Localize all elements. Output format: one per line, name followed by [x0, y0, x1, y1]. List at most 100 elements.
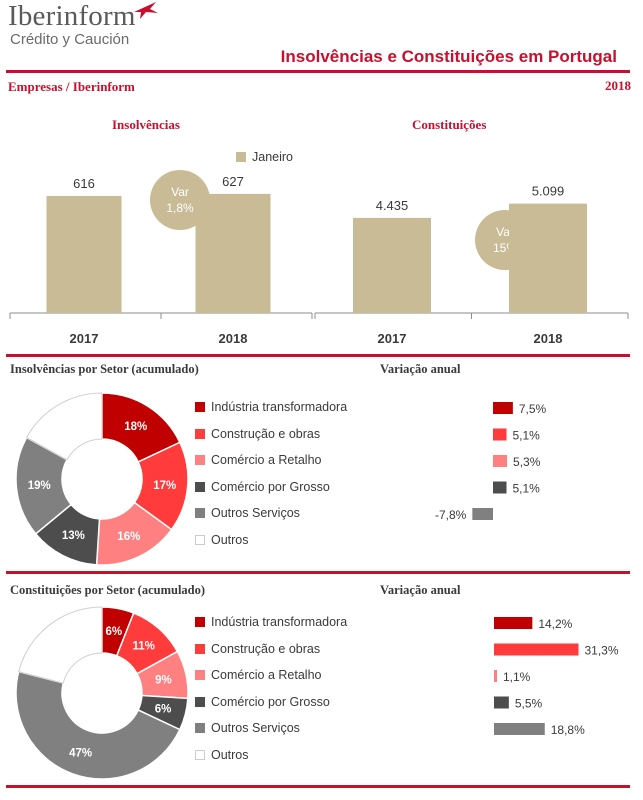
variation-label: 5,5%	[515, 697, 543, 711]
pie-title-constituicoes: Constituições por Setor (acumulado)	[10, 583, 206, 597]
pie-slice	[18, 606, 103, 684]
brand-tagline: Crédito y Caución	[10, 31, 130, 48]
legend-item: Outros Serviços	[195, 506, 300, 520]
pie-slice-label: 9%	[155, 674, 172, 686]
legend-item: Outros Serviços	[195, 721, 300, 735]
pie-slice	[25, 392, 103, 461]
x-tick-label: 2018	[534, 331, 563, 346]
variation-bubble-label: Var	[171, 185, 189, 199]
bar	[46, 195, 122, 313]
legend-swatch	[195, 402, 205, 412]
bar-value-label: 4.435	[376, 198, 409, 213]
legend-swatch	[195, 534, 205, 545]
source-label: Empresas / Iberinform	[8, 79, 135, 94]
legend-label: Indústria transformadora	[211, 400, 348, 414]
legend-label: Comércio por Grosso	[211, 479, 330, 494]
legend-item: Construção e obras	[195, 642, 320, 656]
section-divider-1	[6, 354, 630, 357]
legend-item: Indústria transformadora	[195, 400, 347, 414]
legend-swatch	[195, 455, 205, 465]
legend-item: Outros	[195, 533, 249, 547]
pie-slice-label: 13%	[62, 530, 85, 542]
legend-swatch	[195, 696, 205, 707]
legend-label: Indústria transformadora	[211, 615, 348, 629]
chart-title-insolvencias: Insolvências	[112, 117, 180, 132]
legend-swatch	[195, 508, 205, 518]
legend-item: Construção e obras	[195, 427, 320, 441]
legend-label: Comércio por Grosso	[211, 694, 330, 709]
variation-bar	[493, 455, 508, 467]
section-divider-2	[6, 571, 630, 574]
x-tick-label: 2018	[219, 331, 248, 346]
bar	[509, 203, 587, 313]
variation-bar	[493, 402, 513, 414]
legend-swatch	[195, 481, 205, 492]
top-divider	[6, 70, 630, 73]
legend-item: Comércio por Grosso	[195, 695, 330, 709]
legend-label: Outros Serviços	[211, 721, 300, 735]
pie-slice-label: 47%	[69, 747, 92, 759]
brand-name: Iberinform	[8, 0, 136, 32]
variation-label: 7,5%	[519, 402, 547, 416]
variation-label: -7,8%	[435, 508, 467, 522]
legend-label: Construção e obras	[211, 426, 321, 441]
legend-item: Comércio por Grosso	[195, 480, 330, 494]
x-tick-label: 2017	[70, 331, 99, 346]
variation-bubble-value: 1,8%	[166, 201, 194, 215]
pie-slice-label: 11%	[132, 641, 154, 653]
variation-bar	[494, 670, 497, 682]
variation-bar	[493, 428, 507, 441]
legend-swatch	[195, 723, 205, 733]
pie-title-insolvencias: Insolvências por Setor (acumulado)	[10, 362, 199, 376]
page-title: Insolvências e Constituições em Portugal	[280, 47, 617, 66]
logo-plane-icon	[134, 2, 158, 19]
bar	[195, 193, 271, 313]
year-label: 2018	[605, 78, 631, 93]
bar	[353, 217, 431, 313]
bar-value-label: 616	[73, 176, 95, 191]
variation-label: 5,1%	[513, 482, 541, 496]
legend-swatch	[195, 617, 205, 627]
x-tick-label: 2017	[378, 331, 407, 346]
legend-swatch	[195, 670, 205, 680]
bar-charts: Var1,8%61620176272018Var15%4.43520175.09…	[9, 170, 629, 346]
legend-label: Outros Serviços	[211, 506, 300, 520]
variation-label: 5,1%	[513, 429, 541, 443]
variation-label: 1,1%	[503, 670, 531, 684]
legend-janeiro: Janeiro	[236, 150, 293, 164]
legend-swatch	[195, 428, 205, 439]
legend-label: Outros	[211, 532, 249, 547]
pie-slice-label: 19%	[28, 480, 51, 492]
variation-label: 31,3%	[585, 644, 619, 658]
variation-bubble	[150, 170, 210, 230]
variation-bar	[472, 508, 493, 520]
legend-item: Outros	[195, 748, 249, 762]
pie-slice	[15, 670, 181, 780]
legend-item: Indústria transformadora	[195, 615, 347, 629]
bottom-divider	[6, 785, 630, 788]
sector-charts: 18% 17% 16% 13% 19% 7,5% 5,1% 5,3% 5,1% -7,8% 6% 11…	[15, 392, 619, 780]
variation-title-constituicoes: Variação anual	[380, 583, 461, 597]
legend-swatch	[195, 749, 205, 760]
pie-slice-label: 6%	[105, 626, 122, 638]
pie-slice-label: 16%	[117, 531, 140, 543]
pie-slice-label: 6%	[155, 704, 172, 716]
legend-label: Construção e obras	[211, 641, 321, 656]
legend-swatch	[195, 643, 205, 654]
variation-label: 5,3%	[513, 455, 541, 469]
legend-item: Comércio a Retalho	[195, 453, 321, 467]
variation-bar	[494, 617, 533, 629]
legend-label: Comércio a Retalho	[211, 668, 322, 682]
variation-label: 18,8%	[551, 723, 585, 737]
chart-title-constituicoes: Constituições	[412, 117, 487, 132]
bar-value-label: 5.099	[532, 184, 565, 199]
legend-janeiro-label: Janeiro	[252, 150, 293, 164]
bar-value-label: 627	[222, 174, 244, 189]
legend-item: Comércio a Retalho	[195, 668, 321, 682]
variation-title-insolvencias: Variação anual	[380, 362, 461, 376]
pie-slice-label: 18%	[124, 421, 147, 433]
variation-label: 14,2%	[538, 617, 572, 631]
variation-bar	[493, 481, 507, 494]
legend-label: Outros	[211, 747, 249, 762]
legend-label: Comércio a Retalho	[211, 453, 322, 467]
